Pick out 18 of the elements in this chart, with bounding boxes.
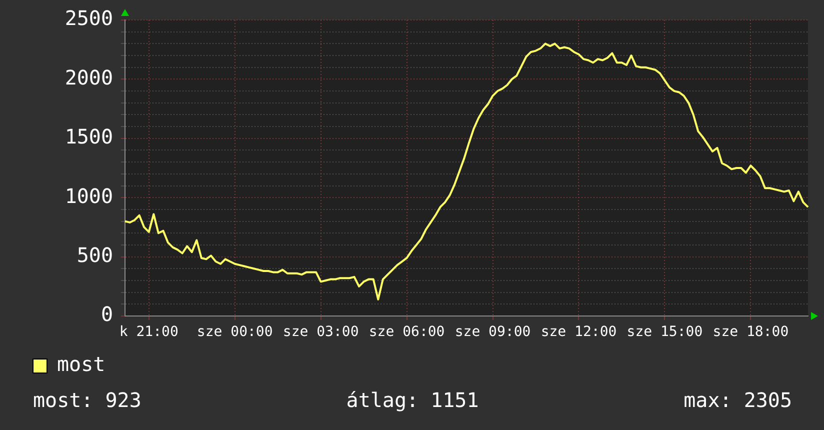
- y-tick-label: 2000: [64, 65, 113, 90]
- x-tick-label: sze 09:00: [454, 324, 531, 340]
- text: max: 2305: [684, 388, 792, 412]
- x-tick-label: sze 06:00: [368, 324, 445, 340]
- x-tick-label: k 21:00: [119, 324, 178, 340]
- y-tick-label: 500: [76, 243, 113, 268]
- x-tick-label: sze 03:00: [282, 324, 359, 340]
- y-tick-label: 0: [100, 302, 113, 326]
- x-tick-label: sze 15:00: [626, 324, 703, 340]
- y-tick-label: 1500: [64, 124, 113, 149]
- text: most: 923: [33, 388, 142, 412]
- text: átlag: 1151: [346, 388, 479, 412]
- x-tick-label: sze 00:00: [196, 324, 273, 340]
- x-tick-label: sze 12:00: [540, 324, 617, 340]
- y-tick-label: 2500: [64, 6, 113, 30]
- legend-label: most: [57, 352, 106, 376]
- x-tick-label: sze 18:00: [712, 324, 789, 340]
- y-tick-label: 1000: [64, 184, 113, 208]
